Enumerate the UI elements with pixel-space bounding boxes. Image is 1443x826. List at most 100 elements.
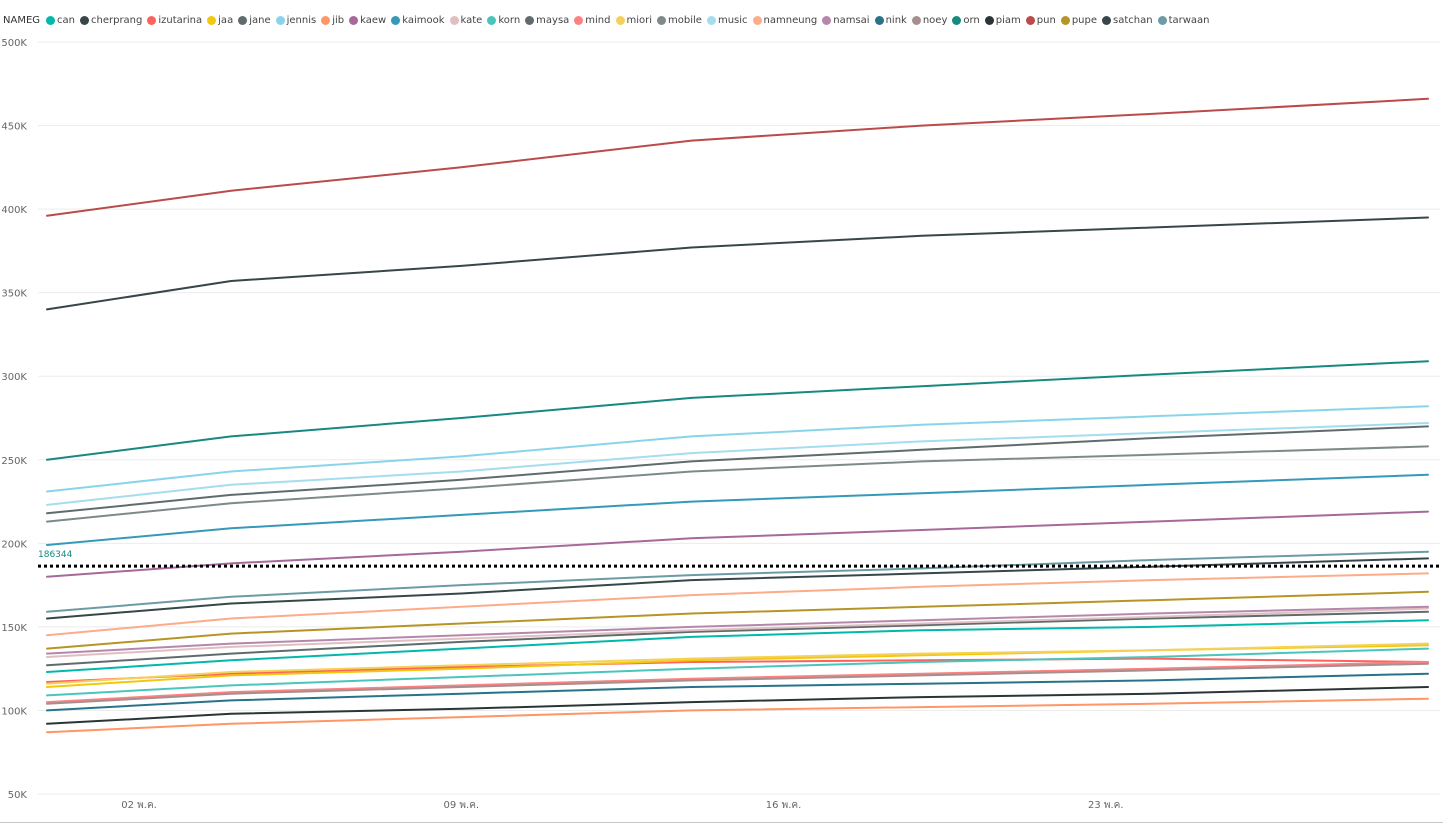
series-line-namsai[interactable] (46, 605, 1429, 655)
legend-item-izutarina[interactable]: izutarina (147, 15, 202, 26)
series-line-namneung[interactable] (46, 572, 1429, 637)
legend-marker-izutarina (147, 15, 157, 25)
legend-item-namneung[interactable]: namneung (752, 15, 817, 26)
legend-item-maysa[interactable]: maysa (525, 15, 569, 26)
legend-label-orn: orn (963, 14, 980, 26)
legend-label-mind: mind (585, 14, 611, 26)
x-tick-label: 02 พ.ค. (121, 800, 157, 811)
legend-marker-orn (952, 15, 962, 25)
legend-label-cherprang: cherprang (91, 14, 143, 26)
legend-label-namsai: namsai (833, 14, 870, 26)
legend-item-noey[interactable]: noey (911, 14, 948, 26)
legend-item-kaew[interactable]: kaew (349, 15, 386, 26)
legend-marker-namneung (752, 15, 762, 25)
legend-item-satchan[interactable]: satchan (1102, 15, 1153, 26)
legend-label-kaimook: kaimook (402, 14, 445, 26)
legend-label-miori: miori (626, 14, 653, 26)
series-line-orn[interactable] (46, 360, 1429, 461)
y-tick-label: 50K (8, 790, 28, 801)
y-tick-label: 100K (1, 706, 27, 717)
series-line-nink[interactable] (46, 672, 1429, 712)
legend-label-music: music (717, 14, 748, 26)
series-line-mobile[interactable] (46, 445, 1429, 523)
series-line-kate[interactable] (46, 607, 1429, 658)
legend-label-korn: korn (498, 14, 521, 26)
legend-item-jaa[interactable]: jaa (207, 15, 233, 26)
series-line-noey[interactable] (46, 662, 1429, 705)
legend-item-mobile[interactable]: mobile (657, 15, 702, 26)
legend-label-maysa: maysa (536, 14, 570, 26)
legend-item-piam[interactable]: piam (984, 14, 1021, 26)
legend-label-tarwaan: tarwaan (1168, 14, 1210, 26)
legend-item-jib[interactable]: jib (321, 15, 344, 26)
legend-label-jaa: jaa (218, 14, 234, 26)
legend-marker-maysa (525, 15, 535, 25)
series-line-miori[interactable] (46, 642, 1429, 685)
series-line-satchan[interactable] (46, 216, 1429, 311)
legend-item-nink[interactable]: nink (874, 14, 907, 26)
series-line-jane[interactable] (46, 610, 1429, 667)
y-tick-label: 200K (1, 539, 27, 550)
series-line-tarwaan[interactable] (46, 550, 1429, 613)
series-line-cherprang[interactable] (46, 557, 1429, 620)
legend-marker-kaimook (391, 15, 401, 25)
series-line-jennis[interactable] (46, 405, 1429, 493)
x-tick-label: 09 พ.ค. (444, 800, 480, 811)
legend-item-tarwaan[interactable]: tarwaan (1157, 14, 1210, 26)
legend-item-korn[interactable]: korn (487, 15, 520, 26)
legend-item-jennis[interactable]: jennis (275, 15, 316, 26)
y-tick-label: 450K (1, 122, 27, 133)
series-line-maysa[interactable] (46, 425, 1429, 515)
series-line-piam[interactable] (46, 686, 1429, 725)
legend-marker-mobile (657, 15, 667, 25)
legend-label-piam: piam (995, 14, 1021, 26)
legend-item-orn[interactable]: orn (952, 14, 980, 26)
legend-marker-kate (449, 15, 459, 25)
series-line-korn[interactable] (46, 647, 1429, 697)
series-line-mind[interactable] (46, 661, 1429, 704)
legend-item-music[interactable]: music (706, 14, 748, 26)
legend-label-izutarina: izutarina (158, 14, 203, 26)
series-line-kaimook[interactable] (46, 473, 1429, 546)
reference-line-label: 186344 (38, 550, 73, 560)
legend-label-kaew: kaew (360, 14, 387, 26)
legend-label-jib: jib (332, 14, 345, 26)
legend-marker-korn (487, 15, 497, 25)
legend-label-kate: kate (460, 14, 483, 26)
legend-marker-mind (574, 15, 584, 25)
legend-item-namsai[interactable]: namsai (822, 14, 870, 26)
legend-item-kaimook[interactable]: kaimook (391, 14, 445, 26)
series-line-pun[interactable] (46, 97, 1429, 217)
series-line-pupe[interactable] (46, 590, 1429, 650)
y-axis: 50K 100K 150K 200K 250K 300K 350K 400K 450K 500K (1, 38, 27, 801)
legend-item-kate[interactable]: kate (449, 14, 483, 26)
legend-label-can: can (57, 14, 75, 26)
legend-item-can[interactable]: can (46, 15, 75, 26)
series-line-kaew[interactable] (46, 510, 1429, 578)
legend-item-miori[interactable]: miori (615, 14, 653, 26)
series-line-izutarina[interactable] (46, 657, 1429, 683)
series-line-jib[interactable] (46, 697, 1429, 734)
series-line-music[interactable] (46, 422, 1429, 506)
legend-item-cherprang[interactable]: cherprang (80, 15, 142, 26)
legend-item-pun[interactable]: pun (1025, 15, 1056, 26)
legend-item-jane[interactable]: jane (238, 15, 271, 26)
series-line-can[interactable] (46, 619, 1429, 673)
x-tick-label: 23 พ.ค. (1088, 800, 1124, 811)
y-tick-label: 250K (1, 456, 27, 467)
x-axis: 02 พ.ค. 09 พ.ค. 16 พ.ค. 23 พ.ค. (121, 800, 1123, 811)
legend-item-pupe[interactable]: pupe (1060, 14, 1097, 26)
chart-legend: NAMEG can cherprang izutarina jaa jane jennis… (3, 13, 1215, 27)
legend-marker-jaa (207, 15, 217, 25)
legend-marker-cherprang (80, 15, 89, 25)
y-tick-label: 150K (1, 623, 27, 634)
legend-label-pupe: pupe (1071, 14, 1097, 26)
legend-marker-miori (615, 15, 625, 25)
legend-item-mind[interactable]: mind (574, 14, 611, 26)
legend-marker-can (46, 15, 56, 25)
legend-label-noey: noey (922, 14, 948, 26)
legend-label-nink: nink (885, 14, 907, 26)
legend-marker-piam (984, 15, 994, 25)
legend-marker-satchan (1102, 15, 1111, 25)
legend-label-mobile: mobile (668, 14, 702, 26)
